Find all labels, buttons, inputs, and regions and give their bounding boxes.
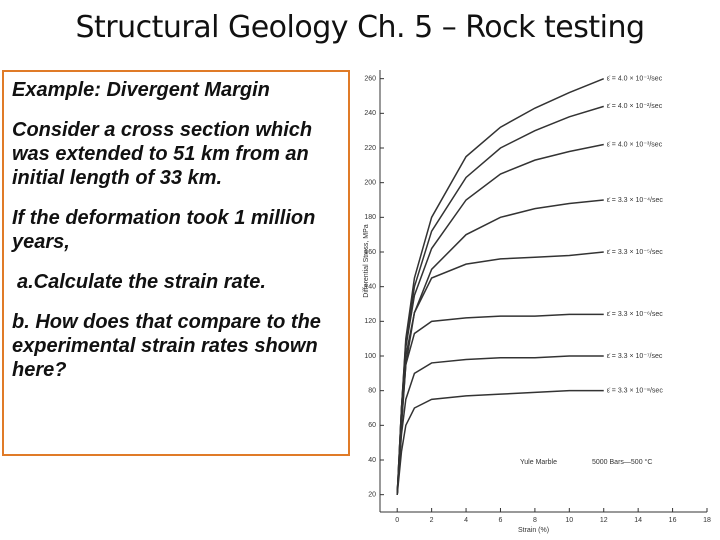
y-tick-label: 60 — [368, 422, 376, 429]
y-axis-title: Differential Stress, MPa — [363, 224, 370, 298]
y-tick-label: 100 — [364, 353, 376, 360]
x-tick-label: 12 — [600, 517, 608, 524]
y-tick-label: 260 — [364, 76, 376, 83]
curve-label: ε̇ = 4.0 × 10⁻¹/sec — [607, 76, 663, 83]
curve-label: ε̇ = 3.3 × 10⁻⁸/sec — [607, 388, 664, 395]
x-tick-label: 4 — [464, 517, 468, 524]
curve-label: ε̇ = 3.3 × 10⁻⁷/sec — [607, 353, 663, 360]
curve-label: ε̇ = 4.0 × 10⁻³/sec — [607, 141, 663, 148]
paragraph: If the deformation took 1 million years, — [12, 207, 316, 253]
x-tick-label: 14 — [634, 517, 642, 524]
x-tick-label: 18 — [703, 517, 711, 524]
stress-curve — [396, 355, 604, 495]
text-box: Example: Divergent Margin Consider a cro… — [2, 70, 350, 456]
stress-curve — [396, 313, 604, 495]
y-tick-label: 220 — [364, 145, 376, 152]
x-tick-label: 0 — [395, 517, 399, 524]
y-tick-label: 20 — [368, 492, 376, 499]
curve-label: ε̇ = 3.3 × 10⁻⁵/sec — [607, 249, 664, 256]
stress-curve — [396, 105, 604, 495]
stress-curve — [396, 77, 605, 495]
stress-curve — [396, 389, 604, 495]
paragraph: Example: Divergent Margin — [12, 79, 270, 101]
x-tick-label: 16 — [669, 517, 677, 524]
y-tick-label: 200 — [364, 180, 376, 187]
paragraph: a.Calculate the strain rate. — [17, 271, 266, 293]
stress-curve — [396, 251, 604, 495]
paragraph: b. How does that compare to the experime… — [12, 311, 321, 381]
curve-label: ε̇ = 3.3 × 10⁻⁴/sec — [607, 197, 664, 204]
annotation: Yule Marble — [520, 459, 557, 466]
y-tick-label: 140 — [364, 284, 376, 291]
y-tick-label: 240 — [364, 110, 376, 117]
y-tick-label: 40 — [368, 457, 376, 464]
slide-title: Structural Geology Ch. 5 – Rock testing — [75, 10, 645, 45]
y-tick-label: 160 — [364, 249, 376, 256]
x-tick-label: 6 — [499, 517, 503, 524]
stress-curve — [396, 143, 604, 495]
y-tick-label: 120 — [364, 318, 376, 325]
curve-label: ε̇ = 3.3 × 10⁻⁶/sec — [607, 311, 664, 318]
y-tick-label: 180 — [364, 214, 376, 221]
y-tick-label: 80 — [368, 388, 376, 395]
paragraph: Consider a cross section which was exten… — [12, 119, 313, 189]
x-tick-label: 10 — [565, 517, 573, 524]
x-tick-label: 8 — [533, 517, 537, 524]
annotation: 5000 Bars—500 °C — [592, 458, 652, 466]
x-tick-label: 2 — [430, 517, 434, 524]
curve-label: ε̇ = 4.0 × 10⁻²/sec — [607, 103, 663, 110]
x-axis-title: Strain (%) — [518, 527, 549, 534]
